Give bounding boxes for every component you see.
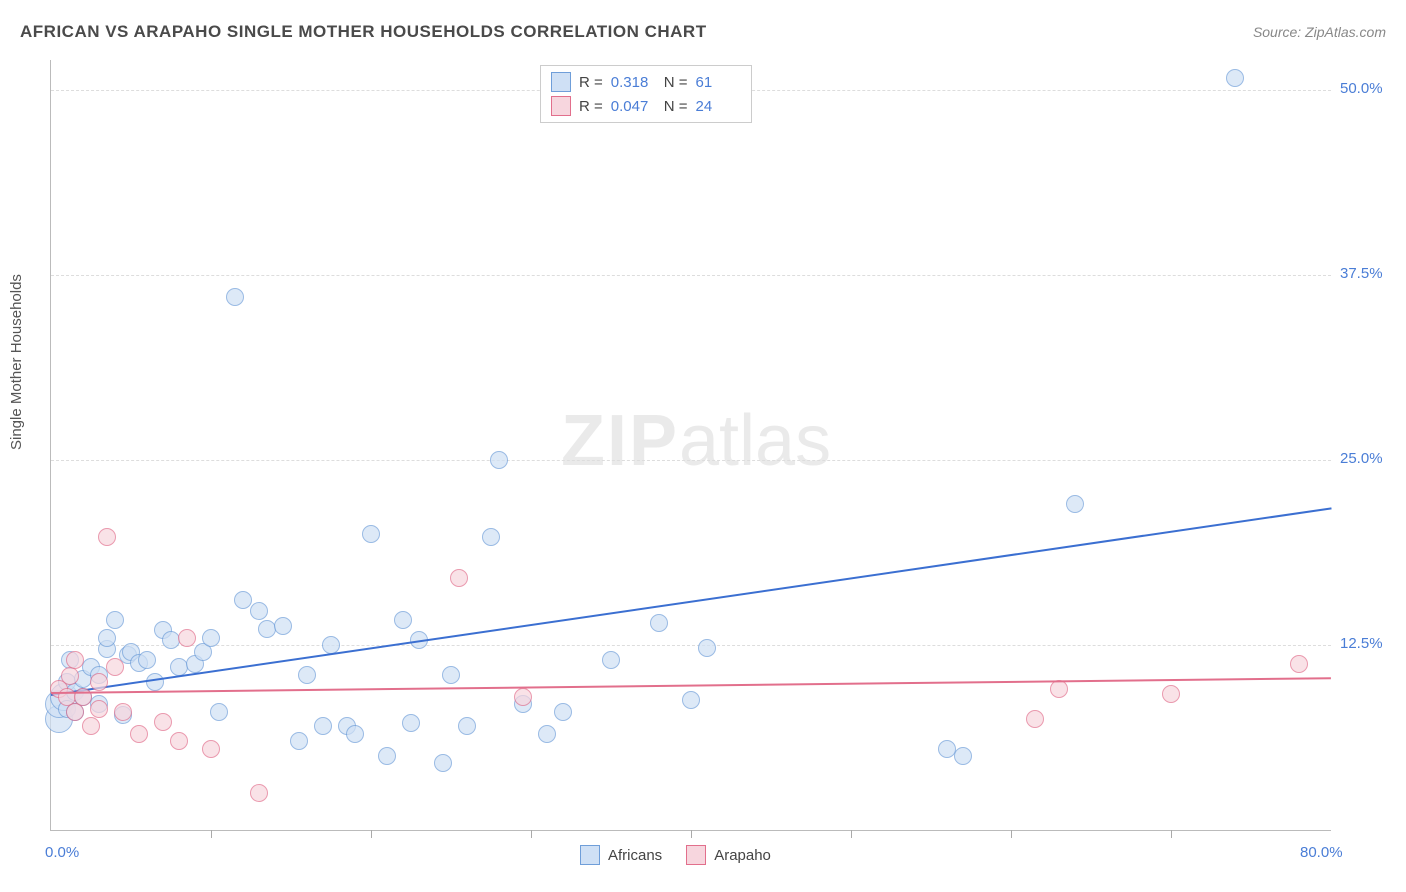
data-point: [458, 717, 476, 735]
data-point: [434, 754, 452, 772]
chart-title: AFRICAN VS ARAPAHO SINGLE MOTHER HOUSEHO…: [20, 22, 707, 42]
data-point: [98, 629, 116, 647]
data-point: [290, 732, 308, 750]
data-point: [210, 703, 228, 721]
data-point: [298, 666, 316, 684]
data-point: [178, 629, 196, 647]
data-point: [90, 700, 108, 718]
data-point: [402, 714, 420, 732]
x-tick: [371, 830, 372, 838]
legend-swatch: [686, 845, 706, 865]
stats-legend-box: R = 0.318 N = 61 R = 0.047 N = 24: [540, 65, 752, 123]
x-tick: [691, 830, 692, 838]
stats-row: R = 0.318 N = 61: [551, 70, 741, 94]
legend-item: Africans: [580, 845, 662, 865]
data-point: [650, 614, 668, 632]
data-point: [138, 651, 156, 669]
x-tick: [211, 830, 212, 838]
data-point: [698, 639, 716, 657]
x-axis-max-label: 80.0%: [1300, 844, 1343, 861]
legend-label: Arapaho: [714, 847, 771, 864]
data-point: [234, 591, 252, 609]
stat-value: 61: [696, 74, 741, 91]
gridline: [51, 645, 1331, 646]
data-point: [258, 620, 276, 638]
data-point: [1290, 655, 1308, 673]
data-point: [74, 688, 92, 706]
data-point: [1066, 495, 1084, 513]
data-point: [682, 691, 700, 709]
data-point: [378, 747, 396, 765]
x-tick: [531, 830, 532, 838]
data-point: [1050, 680, 1068, 698]
gridline: [51, 275, 1331, 276]
data-point: [1226, 69, 1244, 87]
source-label: Source: ZipAtlas.com: [1253, 24, 1386, 40]
data-point: [162, 631, 180, 649]
data-point: [154, 713, 172, 731]
watermark: ZIPatlas: [561, 400, 831, 482]
x-axis-min-label: 0.0%: [45, 844, 79, 861]
legend-label: Africans: [608, 847, 662, 864]
stat-label: N =: [664, 74, 688, 91]
data-point: [274, 617, 292, 635]
data-point: [61, 667, 79, 685]
data-point: [250, 784, 268, 802]
data-point: [82, 717, 100, 735]
data-point: [130, 725, 148, 743]
data-point: [314, 717, 332, 735]
stat-label: R =: [579, 98, 603, 115]
plot-area: ZIPatlas: [50, 60, 1331, 831]
x-tick: [1011, 830, 1012, 838]
data-point: [954, 747, 972, 765]
data-point: [490, 451, 508, 469]
data-point: [1162, 685, 1180, 703]
x-tick: [1171, 830, 1172, 838]
gridline: [51, 460, 1331, 461]
data-point: [538, 725, 556, 743]
y-axis-label: Single Mother Households: [8, 274, 25, 450]
data-point: [250, 602, 268, 620]
legend-swatch: [551, 96, 571, 116]
data-point: [202, 629, 220, 647]
legend-swatch: [551, 72, 571, 92]
data-point: [114, 703, 132, 721]
data-point: [346, 725, 364, 743]
y-tick-label: 50.0%: [1340, 80, 1383, 97]
y-tick-label: 37.5%: [1340, 265, 1383, 282]
data-point: [450, 569, 468, 587]
data-point: [602, 651, 620, 669]
data-point: [106, 611, 124, 629]
data-point: [98, 528, 116, 546]
data-point: [554, 703, 572, 721]
data-point: [106, 658, 124, 676]
data-point: [146, 673, 164, 691]
x-tick: [851, 830, 852, 838]
y-tick-label: 25.0%: [1340, 450, 1383, 467]
stats-row: R = 0.047 N = 24: [551, 94, 741, 118]
series-legend: Africans Arapaho: [580, 845, 771, 865]
data-point: [202, 740, 220, 758]
legend-swatch: [580, 845, 600, 865]
stat-value: 0.047: [611, 98, 656, 115]
stat-label: R =: [579, 74, 603, 91]
legend-item: Arapaho: [686, 845, 771, 865]
data-point: [66, 651, 84, 669]
data-point: [394, 611, 412, 629]
data-point: [442, 666, 460, 684]
data-point: [170, 732, 188, 750]
y-tick-label: 12.5%: [1340, 635, 1383, 652]
data-point: [90, 673, 108, 691]
stat-label: N =: [664, 98, 688, 115]
data-point: [514, 688, 532, 706]
stat-value: 24: [696, 98, 741, 115]
data-point: [482, 528, 500, 546]
stat-value: 0.318: [611, 74, 656, 91]
data-point: [362, 525, 380, 543]
data-point: [226, 288, 244, 306]
data-point: [1026, 710, 1044, 728]
chart-container: AFRICAN VS ARAPAHO SINGLE MOTHER HOUSEHO…: [0, 0, 1406, 892]
